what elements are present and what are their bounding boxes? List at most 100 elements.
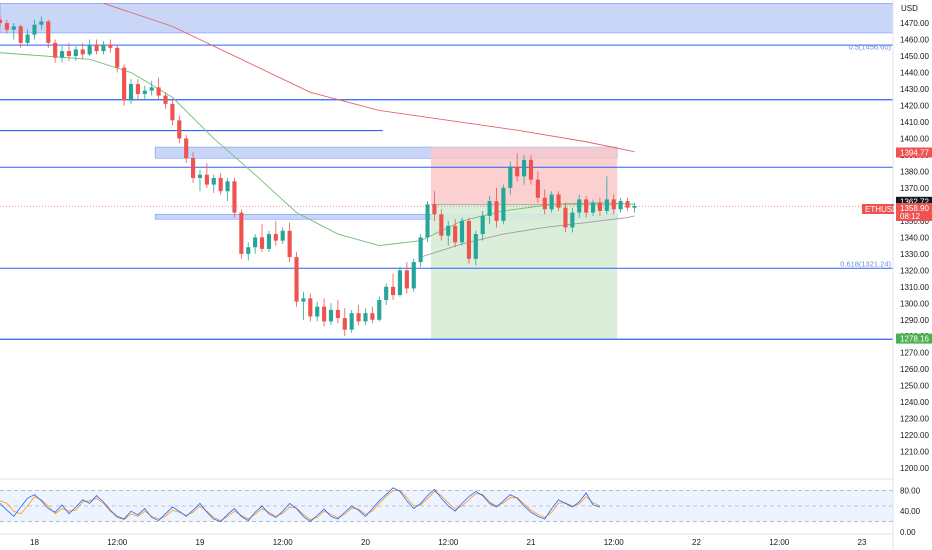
moving-average-green	[0, 52, 635, 247]
price-tick-label-25: 1220.00	[900, 431, 929, 440]
candle-body-56	[384, 286, 389, 300]
candle-body-9	[59, 51, 65, 58]
candle-body-8	[53, 42, 58, 58]
time-tick-label-9: 12:00	[769, 538, 790, 547]
price-tick-label-6: 1410.00	[900, 118, 929, 127]
candle-body-24	[163, 95, 168, 104]
price-pane[interactable]	[0, 2, 894, 340]
zone-0	[0, 2, 894, 34]
time-tick-label-0: 18	[30, 538, 39, 547]
price-axis[interactable]: 1470.00 1460.00 1450.00 1440.00 1430.00 1420.…	[892, 0, 929, 550]
candle-body-61	[418, 237, 423, 263]
stop-price-tag-text: 1394.77	[900, 148, 929, 157]
candle-body-14	[94, 44, 99, 52]
candle-body-84	[577, 199, 582, 213]
candle-body-50	[342, 318, 347, 330]
price-tick-label-3: 1440.00	[900, 69, 929, 78]
price-tick-label-1: 1460.00	[900, 36, 929, 45]
candle-body-29	[197, 174, 203, 179]
candle-body-55	[377, 299, 382, 320]
candle-body-74	[508, 166, 513, 188]
candle-body-42	[287, 230, 292, 258]
price-tick-label-20: 1270.00	[900, 349, 929, 358]
candle-body-69	[473, 234, 478, 259]
candle-body-5	[32, 24, 37, 35]
price-tick-label-9: 1380.00	[900, 167, 929, 176]
candle-body-48	[328, 309, 334, 322]
fib-618-label: 0.618(1321.24)	[840, 260, 891, 269]
price-tick-label-7: 1400.00	[900, 134, 929, 143]
price-tick-label-26: 1210.00	[900, 448, 929, 457]
price-tick-label-21: 1260.00	[900, 365, 929, 374]
target-price-tag	[896, 333, 932, 344]
candle-body-53	[363, 313, 368, 322]
price-tick-label-0: 1470.00	[900, 19, 929, 28]
currency-label: USD	[901, 4, 918, 13]
candle-body-31	[211, 178, 216, 185]
candle-body-88	[604, 199, 609, 211]
candle-body-62	[425, 204, 430, 238]
countdown-text: 08:12	[900, 212, 921, 221]
candle-body-73	[501, 187, 506, 221]
price-tick-label-23: 1240.00	[900, 398, 929, 407]
candle-body-82	[563, 207, 568, 228]
time-tick-label-2: 19	[196, 538, 205, 547]
price-tick-label-2: 1450.00	[900, 52, 929, 61]
candle-body-17	[115, 47, 120, 68]
time-tick-label-7: 12:00	[604, 538, 625, 547]
price-tick-label-5: 1420.00	[900, 101, 929, 110]
candle-body-80	[549, 194, 554, 210]
candle-body-92	[632, 206, 637, 208]
time-axis[interactable]: 18 12:00 19 12:00 20 12:00 21 12:00 22 12:00 23	[0, 533, 893, 547]
candle-body-1	[4, 23, 9, 30]
candle-body-72	[494, 201, 499, 221]
candle-body-79	[542, 197, 547, 210]
candle-body-78	[535, 179, 540, 198]
candle-body-75	[515, 166, 520, 177]
candle-body-70	[480, 215, 485, 235]
candle-body-7	[46, 21, 51, 43]
candle-body-15	[101, 44, 106, 52]
candle-body-11	[73, 49, 78, 57]
candle-body-30	[204, 174, 209, 185]
high-price-tag-text: 1362.72	[900, 198, 929, 207]
rsi-pane[interactable]	[0, 478, 893, 523]
candle-body-22	[149, 87, 154, 91]
candle-body-46	[315, 306, 320, 317]
candle-body-26	[177, 120, 182, 139]
rsi-tick-label-1: 40.00	[900, 507, 921, 516]
candle-body-25	[170, 103, 175, 121]
candle-body-76	[522, 159, 527, 177]
candle-body-13	[87, 44, 92, 55]
candle-body-87	[597, 202, 602, 211]
candle-body-45	[308, 298, 313, 317]
candle-body-64	[439, 214, 444, 236]
candle-body-27	[184, 138, 189, 159]
candle-body-52	[356, 313, 361, 322]
candle-body-57	[390, 286, 396, 296]
candle-body-41	[280, 230, 285, 241]
price-tick-label-16: 1310.00	[900, 283, 929, 292]
time-tick-label-5: 12:00	[438, 538, 459, 547]
symbol-tag-text: ETHUSD	[865, 205, 898, 214]
candle-body-47	[322, 306, 327, 322]
candle-body-18	[122, 67, 127, 101]
price-tick-label-12: 1350.00	[900, 217, 929, 226]
candle-body-38	[259, 237, 265, 249]
price-tick-label-22: 1250.00	[900, 382, 929, 391]
price-tick-label-24: 1230.00	[900, 415, 929, 424]
candle-body-39	[266, 234, 272, 249]
candle-body-10	[66, 51, 72, 57]
fib-50-label: 0.5(1456.60)	[848, 43, 891, 52]
time-tick-label-3: 12:00	[273, 538, 294, 547]
rsi-line	[0, 487, 601, 523]
candle-body-40	[273, 234, 278, 241]
candle-body-91	[625, 201, 630, 208]
candle-body-90	[618, 201, 623, 210]
price-tick-label-18: 1290.00	[900, 316, 929, 325]
candle-body-83	[570, 212, 575, 228]
candle-body-20	[135, 84, 140, 94]
candle-body-3	[18, 26, 23, 43]
candle-body-54	[370, 313, 375, 320]
